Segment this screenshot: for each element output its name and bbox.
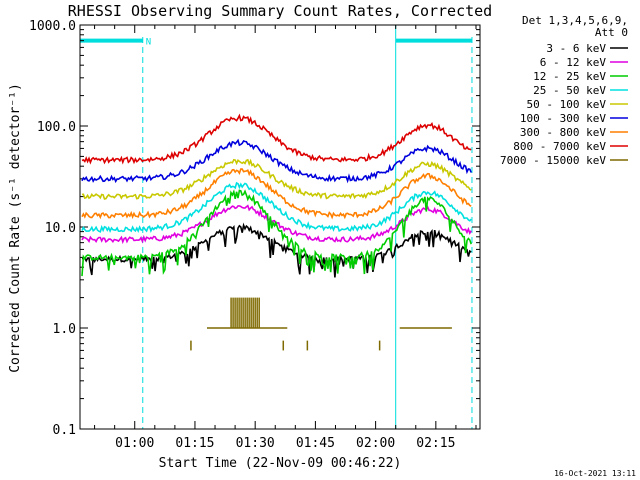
series-line <box>81 168 472 220</box>
series-line <box>81 222 472 278</box>
y-tick-label: 100.0 <box>37 120 76 135</box>
series-line <box>81 189 472 277</box>
y-tick-label: 1000.0 <box>29 19 76 34</box>
series-line <box>81 158 472 200</box>
chart-title: RHESSI Observing Summary Count Rates, Co… <box>68 2 492 20</box>
x-tick-label: 01:45 <box>296 436 335 451</box>
data-series <box>81 113 472 351</box>
legend-label: 6 - 12 keV <box>540 56 607 69</box>
x-axis: 01:00 01:15 01:30 01:45 02:00 02:15 <box>94 25 477 451</box>
y-tick-label: 10.0 <box>45 221 76 236</box>
legend-header: Det 1,3,4,5,6,9, <box>522 14 628 27</box>
x-tick-label: 01:00 <box>115 436 154 451</box>
legend-label: 800 - 7000 keV <box>513 140 606 153</box>
y-axis: 0.1 1.0 10.0 100.0 1000.0 <box>29 19 480 438</box>
legend-header: Att 0 <box>595 26 628 39</box>
legend-label: 100 - 300 keV <box>520 112 606 125</box>
x-axis-label: Start Time (22-Nov-09 00:46:22) <box>159 456 402 471</box>
y-axis-label: Corrected Count Rate (s⁻¹ detector⁻¹) <box>8 83 23 373</box>
series-line <box>190 297 452 351</box>
legend-label: 12 - 25 keV <box>533 70 606 83</box>
timestamp: 16-Oct-2021 13:11 <box>554 469 636 478</box>
x-tick-label: 02:15 <box>416 436 455 451</box>
x-tick-label: 01:30 <box>236 436 275 451</box>
legend-label: 300 - 800 keV <box>520 126 606 139</box>
y-tick-label: 1.0 <box>53 322 76 337</box>
x-tick-label: 01:15 <box>175 436 214 451</box>
legend-label: 25 - 50 keV <box>533 84 606 97</box>
series-line <box>81 113 472 165</box>
legend-label: 50 - 100 keV <box>527 98 607 111</box>
series-line <box>81 138 472 184</box>
legend-label: 3 - 6 keV <box>546 42 606 55</box>
y-tick-label: 0.1 <box>53 423 76 438</box>
x-tick-label: 02:00 <box>356 436 395 451</box>
annotation-label: N <box>146 38 151 48</box>
legend-label: 7000 - 15000 keV <box>500 154 606 167</box>
series-line <box>81 181 472 234</box>
